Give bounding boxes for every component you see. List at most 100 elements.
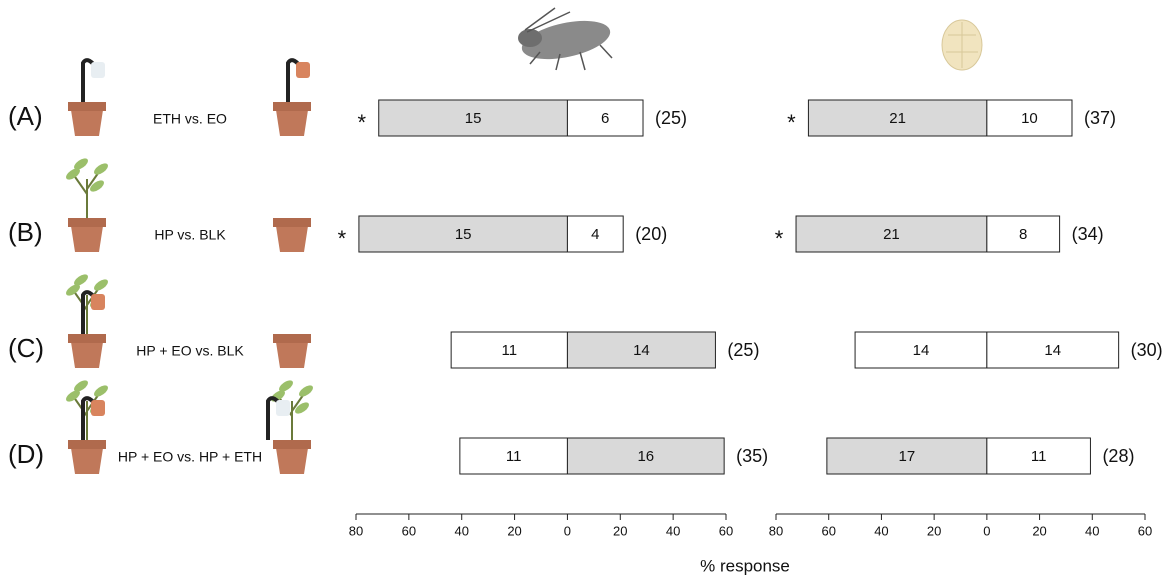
leaf xyxy=(90,180,104,192)
bar-count-label: 21 xyxy=(883,226,900,243)
bar-count-label: 11 xyxy=(501,342,517,359)
x-tick-label: 0 xyxy=(983,523,990,538)
total-label: (25) xyxy=(727,340,759,360)
bar xyxy=(566,331,716,369)
total-label: (20) xyxy=(635,224,667,244)
bar-count-label: 4 xyxy=(591,226,599,243)
pot-rim xyxy=(68,334,106,343)
leaf xyxy=(279,380,293,392)
pot xyxy=(276,448,308,474)
bar xyxy=(986,331,1120,369)
x-tick-label: 20 xyxy=(613,523,627,538)
leaf xyxy=(66,284,80,296)
pot-rim xyxy=(68,440,106,449)
bar-count-label: 17 xyxy=(899,448,916,465)
x-tick-label: 60 xyxy=(719,523,733,538)
bar-count-label: 14 xyxy=(913,342,930,359)
row-letter: (D) xyxy=(8,439,44,469)
leaf xyxy=(94,163,108,175)
illustrations xyxy=(518,7,983,71)
x-tick-label: 40 xyxy=(666,523,680,538)
total-label: (34) xyxy=(1072,224,1104,244)
bar-count-label: 16 xyxy=(637,448,654,465)
leaf xyxy=(74,274,88,286)
pot xyxy=(71,226,103,252)
bar xyxy=(566,215,624,253)
bar xyxy=(358,215,568,253)
bar-count-label: 11 xyxy=(506,448,522,465)
significance-mark: * xyxy=(338,226,347,251)
dispenser xyxy=(91,400,105,416)
leaf xyxy=(74,158,88,170)
bar-count-label: 15 xyxy=(465,110,482,127)
leaf xyxy=(74,380,88,392)
x-tick-label: 0 xyxy=(564,523,571,538)
pot xyxy=(71,342,103,368)
x-tick-label: 20 xyxy=(927,523,941,538)
total-label: (35) xyxy=(736,446,768,466)
row-comparison: ETH vs. EO xyxy=(153,111,227,127)
bar xyxy=(986,99,1073,137)
leaf xyxy=(94,385,108,397)
dispenser xyxy=(91,294,105,310)
x-tick-label: 80 xyxy=(769,523,783,538)
bar-count-label: 14 xyxy=(633,342,650,359)
leaf xyxy=(299,385,313,397)
x-tick-label: 40 xyxy=(874,523,888,538)
pot-rim xyxy=(273,334,311,343)
significance-mark: * xyxy=(787,110,796,135)
pot-rim xyxy=(68,102,106,111)
pot-rim xyxy=(273,440,311,449)
total-label: (30) xyxy=(1131,340,1163,360)
pot-rim xyxy=(273,218,311,227)
pot-rim xyxy=(68,218,106,227)
row-comparison: HP + EO vs. HP + ETH xyxy=(118,449,262,465)
x-tick-label: 40 xyxy=(1085,523,1099,538)
bar-count-label: 8 xyxy=(1019,226,1027,243)
x-tick-label: 60 xyxy=(821,523,835,538)
bar xyxy=(986,215,1061,253)
bar-count-label: 6 xyxy=(601,110,609,127)
x-tick-label: 40 xyxy=(454,523,468,538)
bar-count-label: 15 xyxy=(455,226,472,243)
row-letter: (C) xyxy=(8,333,44,363)
x-tick-label: 20 xyxy=(507,523,521,538)
bar-count-label: 21 xyxy=(889,110,906,127)
pot xyxy=(276,342,308,368)
bar xyxy=(566,437,725,475)
bar xyxy=(854,331,988,369)
bar-count-label: 10 xyxy=(1021,110,1038,127)
significance-mark: * xyxy=(357,110,366,135)
leaf xyxy=(295,402,309,414)
pot xyxy=(276,226,308,252)
x-axis-label: % response xyxy=(700,556,790,575)
x-tick-label: 60 xyxy=(402,523,416,538)
row-letter: (B) xyxy=(8,217,43,247)
bar-count-label: 11 xyxy=(1031,448,1047,465)
bar xyxy=(826,437,988,475)
dispenser xyxy=(91,62,105,78)
total-label: (37) xyxy=(1084,108,1116,128)
pot-rim xyxy=(273,102,311,111)
leaf xyxy=(66,390,80,402)
plant xyxy=(72,168,102,218)
x-tick-label: 80 xyxy=(349,523,363,538)
x-tick-label: 20 xyxy=(1032,523,1046,538)
pot xyxy=(71,110,103,136)
leaf xyxy=(66,168,80,180)
bar xyxy=(807,99,988,137)
dispenser xyxy=(296,62,310,78)
bar-count-label: 14 xyxy=(1044,342,1061,359)
total-label: (25) xyxy=(655,108,687,128)
dispenser xyxy=(276,400,290,416)
pot-icons xyxy=(66,58,313,474)
pot xyxy=(71,448,103,474)
row-comparison: HP vs. BLK xyxy=(154,227,226,243)
significance-mark: * xyxy=(775,226,784,251)
total-label: (28) xyxy=(1102,446,1134,466)
row-letter: (A) xyxy=(8,101,43,131)
bar xyxy=(566,99,644,137)
row-comparison: HP + EO vs. BLK xyxy=(136,343,244,359)
pot xyxy=(276,110,308,136)
